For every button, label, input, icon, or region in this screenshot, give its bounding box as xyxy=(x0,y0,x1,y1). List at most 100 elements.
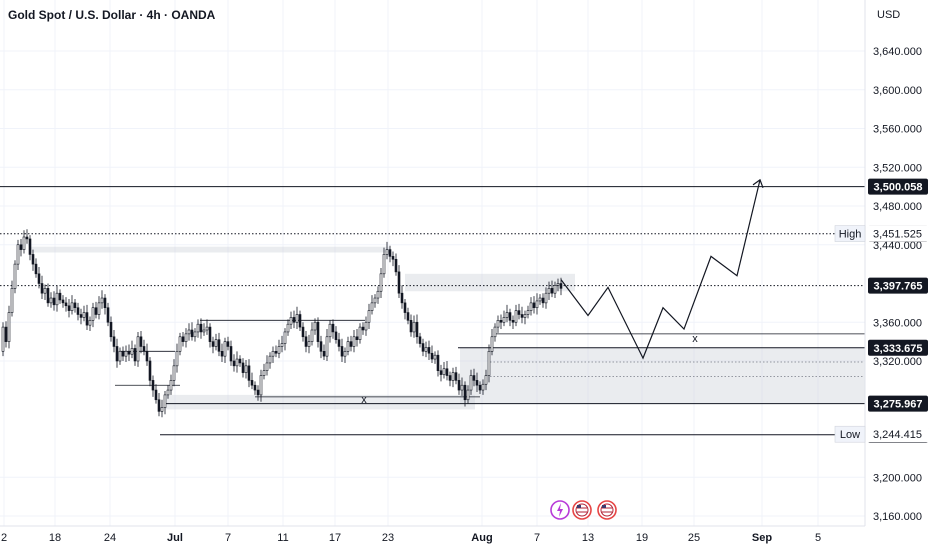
candle-body xyxy=(82,312,86,318)
candle-body xyxy=(196,323,200,333)
candle-body xyxy=(484,375,488,385)
candle-body xyxy=(442,368,446,375)
candle-body xyxy=(319,341,323,352)
candle-body xyxy=(43,288,47,294)
price-zone xyxy=(30,246,390,253)
candle-body xyxy=(166,389,170,396)
x-tick-label: Aug xyxy=(471,532,492,544)
candle-body xyxy=(448,375,452,381)
candle-body xyxy=(49,297,53,304)
candle-body xyxy=(535,300,539,309)
candle-body xyxy=(367,310,371,323)
candle-body xyxy=(250,380,254,386)
candle-body xyxy=(262,370,266,376)
candle-body xyxy=(373,297,377,304)
candle-body xyxy=(340,346,344,357)
candle-body xyxy=(493,326,497,338)
candle-body xyxy=(217,339,221,352)
candle-body xyxy=(532,302,536,309)
candle-body xyxy=(364,321,368,331)
candle-body xyxy=(223,341,227,357)
candle-body xyxy=(154,389,158,401)
candle-body xyxy=(487,351,491,376)
price-level-badge-text: 3,275.967 xyxy=(874,399,923,411)
candle-body xyxy=(283,331,287,344)
candle-body xyxy=(256,389,260,396)
candle-body xyxy=(517,310,521,315)
candle-body xyxy=(328,323,332,338)
candle-body xyxy=(184,333,188,342)
candle-body xyxy=(214,339,218,347)
candle-body xyxy=(508,312,512,321)
candle-body xyxy=(409,320,413,333)
us-flag-event-icon[interactable] xyxy=(572,500,592,520)
candle-body xyxy=(46,288,50,304)
candle-body xyxy=(457,380,461,391)
candle-body xyxy=(310,329,314,342)
x-tick-label: 23 xyxy=(382,532,394,544)
high-marker-value: 3,451.525 xyxy=(873,229,922,241)
candle-body xyxy=(499,320,503,323)
candle-body xyxy=(475,380,479,386)
candle-body xyxy=(178,336,182,352)
candle-body xyxy=(382,254,386,275)
candle-body xyxy=(418,336,422,344)
candle-body xyxy=(274,351,278,354)
candle-body xyxy=(238,358,242,364)
price-axis-background xyxy=(865,0,932,550)
candle-body xyxy=(22,236,26,250)
candle-body xyxy=(130,348,134,355)
candle-body xyxy=(286,323,290,333)
us-flag-event-icon[interactable] xyxy=(597,500,617,520)
candle-body xyxy=(400,292,404,304)
price-level-badge-text: 3,333.675 xyxy=(874,343,923,355)
candle-body xyxy=(193,331,197,338)
x-tick-label: 11 xyxy=(277,532,288,544)
low-marker-value: 3,244.415 xyxy=(873,429,922,441)
candle-body xyxy=(241,362,245,373)
candle-body xyxy=(349,341,353,347)
y-tick-label: 3,360.000 xyxy=(873,317,922,329)
candle-body xyxy=(19,244,23,250)
x-tick-label: 7 xyxy=(534,532,540,544)
candle-body xyxy=(385,249,389,255)
high-marker-tag xyxy=(834,225,866,242)
candle-body xyxy=(70,302,74,311)
candle-body xyxy=(436,354,440,371)
candle-body xyxy=(541,297,545,304)
candle-body xyxy=(526,310,530,315)
lightning-event-icon[interactable] xyxy=(550,500,570,520)
candle-body xyxy=(370,302,374,311)
price-level-badge-text: 3,500.058 xyxy=(874,182,923,194)
y-tick-label: 3,440.000 xyxy=(873,240,922,252)
candle-body xyxy=(148,360,152,381)
x-tick-label: 5 xyxy=(815,532,821,544)
price-level-badge xyxy=(868,339,928,356)
candle-body xyxy=(358,326,362,340)
candle-body xyxy=(334,331,338,340)
candle-body xyxy=(1,326,5,352)
currency-label[interactable]: USD xyxy=(877,9,901,21)
candle-body xyxy=(427,347,431,354)
candle-body xyxy=(466,389,470,401)
grid-lines xyxy=(0,0,865,526)
x-tick-label: 24 xyxy=(104,532,116,544)
chart-title: Gold Spot / U.S. Dollar · 4h · OANDA xyxy=(8,8,216,22)
candle-body xyxy=(379,273,383,292)
candle-body xyxy=(10,288,14,313)
candles xyxy=(1,229,563,418)
candle-body xyxy=(169,380,173,391)
candle-body xyxy=(64,302,68,307)
candle-body xyxy=(88,320,92,326)
candle-body xyxy=(160,407,164,412)
x-tick-label: 18 xyxy=(49,532,61,544)
candle-body xyxy=(94,307,98,315)
candle-body xyxy=(112,336,116,347)
candle-body xyxy=(415,321,419,338)
candle-body xyxy=(496,320,500,328)
candle-body xyxy=(268,355,272,364)
price-level-badge-text: 3,397.765 xyxy=(874,281,923,293)
candle-body xyxy=(172,365,176,381)
